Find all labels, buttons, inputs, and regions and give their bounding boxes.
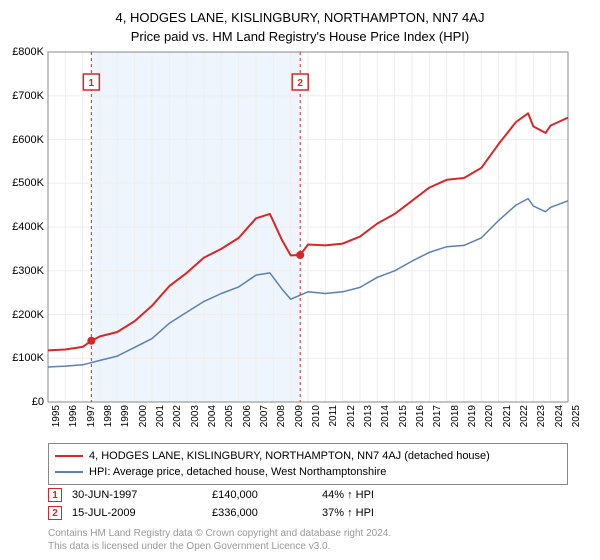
x-axis-label: 2002 — [172, 405, 183, 427]
sale-price: £140,000 — [212, 489, 312, 501]
chart-title-sub: Price paid vs. HM Land Registry's House … — [0, 25, 600, 44]
x-axis-label: 2016 — [415, 405, 426, 427]
sale-marker-icon: 2 — [48, 506, 62, 520]
x-axis-label: 2004 — [207, 405, 218, 427]
x-axis-label: 2019 — [467, 405, 478, 427]
x-axis-label: 2011 — [328, 405, 339, 427]
x-axis-label: 2006 — [242, 405, 253, 427]
x-axis-label: 2022 — [519, 405, 530, 427]
legend-swatch — [55, 471, 83, 473]
x-axis-label: 2015 — [398, 405, 409, 427]
sales-table: 1 30-JUN-1997 £140,000 44% ↑ HPI 2 15-JUL-200… — [48, 486, 568, 522]
y-axis-label: £600K — [12, 134, 44, 146]
svg-text:1: 1 — [89, 78, 95, 89]
x-axis-label: 2024 — [554, 405, 565, 427]
sale-marker-icon: 1 — [48, 488, 62, 502]
sale-hpi-ratio: 37% ↑ HPI — [322, 507, 442, 519]
footer-line-2: This data is licensed under the Open Gov… — [48, 541, 391, 554]
y-axis-label: £400K — [12, 221, 44, 233]
x-axis-label: 2010 — [311, 405, 322, 427]
x-axis-label: 2012 — [346, 405, 357, 427]
x-axis-label: 2018 — [450, 405, 461, 427]
footer-attribution: Contains HM Land Registry data © Crown c… — [48, 528, 391, 553]
x-axis-label: 1997 — [86, 405, 97, 427]
x-axis-label: 2020 — [484, 405, 495, 427]
y-axis-label: £500K — [12, 177, 44, 189]
x-axis-label: 2023 — [536, 405, 547, 427]
svg-text:2: 2 — [297, 78, 303, 89]
x-axis-label: 2009 — [294, 405, 305, 427]
x-axis-label: 2001 — [155, 405, 166, 427]
x-axis-label: 1999 — [120, 405, 131, 427]
y-axis-label: £700K — [12, 90, 44, 102]
y-axis-label: £200K — [12, 309, 44, 321]
sale-row: 2 15-JUL-2009 £336,000 37% ↑ HPI — [48, 504, 568, 522]
sale-price: £336,000 — [212, 507, 312, 519]
chart-title-main: 4, HODGES LANE, KISLINGBURY, NORTHAMPTON… — [0, 0, 600, 25]
x-axis-label: 2003 — [190, 405, 201, 427]
sale-row: 1 30-JUN-1997 £140,000 44% ↑ HPI — [48, 486, 568, 504]
y-axis-label: £100K — [12, 352, 44, 364]
legend-label: 4, HODGES LANE, KISLINGBURY, NORTHAMPTON… — [89, 450, 490, 462]
x-axis-label: 2014 — [380, 405, 391, 427]
y-axis-label: £800K — [12, 46, 44, 58]
legend-swatch — [55, 455, 83, 457]
sale-hpi-ratio: 44% ↑ HPI — [322, 489, 442, 501]
sale-date: 30-JUN-1997 — [72, 489, 202, 501]
x-axis-label: 2007 — [259, 405, 270, 427]
sale-date: 15-JUL-2009 — [72, 507, 202, 519]
legend-row: 4, HODGES LANE, KISLINGBURY, NORTHAMPTON… — [55, 448, 561, 464]
legend-row: HPI: Average price, detached house, West… — [55, 464, 561, 480]
x-axis-label: 2025 — [571, 405, 582, 427]
line-chart: 12 — [48, 52, 568, 402]
x-axis-label: 1998 — [103, 405, 114, 427]
footer-line-1: Contains HM Land Registry data © Crown c… — [48, 528, 391, 541]
x-axis-label: 2021 — [502, 405, 513, 427]
x-axis-label: 2013 — [363, 405, 374, 427]
legend: 4, HODGES LANE, KISLINGBURY, NORTHAMPTON… — [48, 443, 568, 485]
x-axis-label: 2008 — [276, 405, 287, 427]
x-axis-label: 1995 — [51, 405, 62, 427]
chart-area: 12 £0£100K£200K£300K£400K£500K£600K£700K… — [48, 52, 568, 402]
y-axis-label: £0 — [32, 396, 44, 408]
x-axis-label: 2017 — [432, 405, 443, 427]
y-axis-label: £300K — [12, 265, 44, 277]
x-axis-label: 2005 — [224, 405, 235, 427]
x-axis-label: 2000 — [138, 405, 149, 427]
x-axis-label: 1996 — [68, 405, 79, 427]
legend-label: HPI: Average price, detached house, West… — [89, 466, 386, 478]
